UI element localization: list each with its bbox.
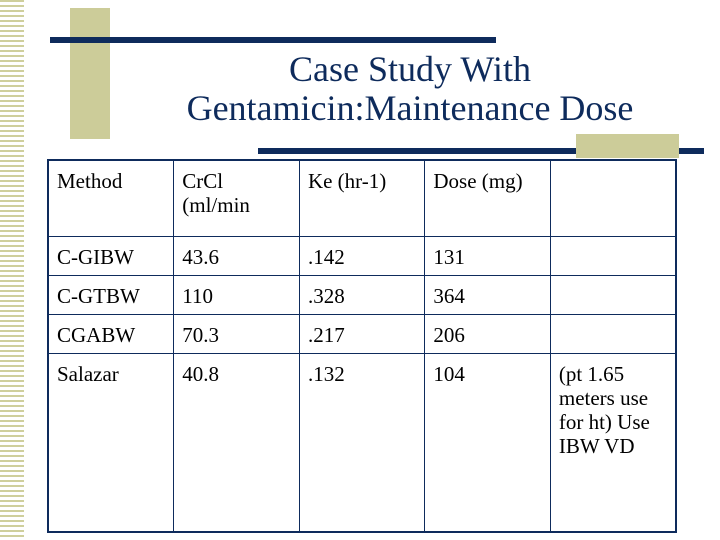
cell-ke: .142 — [298, 235, 426, 276]
cell-dose: 104 — [424, 352, 551, 533]
header-dose: Dose (mg) — [424, 159, 551, 237]
cell-ke: .132 — [298, 352, 426, 533]
khaki-block-top-left — [70, 8, 110, 139]
navy-rule-top — [50, 37, 496, 43]
cell-crcl: 70.3 — [173, 313, 300, 354]
slide-title-line-1: Case Study With — [289, 49, 531, 89]
cell-notes — [549, 235, 677, 276]
cell-ke: .328 — [298, 274, 426, 315]
cell-method: C-GIBW — [47, 235, 175, 276]
table-row: C-GIBW 43.6 .142 131 — [47, 235, 677, 276]
table-row: Salazar 40.8 .132 104 (pt 1.65 meters us… — [47, 352, 677, 533]
cell-crcl: 40.8 — [173, 352, 300, 533]
table-row: CGABW 70.3 .217 206 — [47, 313, 677, 354]
cell-method: Salazar — [47, 352, 175, 533]
table-row: C-GTBW 110 .328 364 — [47, 274, 677, 315]
cell-notes: (pt 1.65 meters use for ht) Use IBW VD — [549, 352, 677, 533]
header-method: Method — [47, 159, 175, 237]
cell-dose: 364 — [424, 274, 551, 315]
cell-notes — [549, 313, 677, 354]
cell-dose: 131 — [424, 235, 551, 276]
cell-method: C-GTBW — [47, 274, 175, 315]
slide-title-line-2: Gentamicin:Maintenance Dose — [186, 88, 634, 128]
khaki-block-right — [576, 134, 679, 158]
header-ke: Ke (hr-1) — [298, 159, 426, 237]
cell-crcl: 110 — [173, 274, 300, 315]
header-notes — [549, 159, 677, 237]
left-stripe-decoration — [0, 0, 24, 540]
dose-table: Method CrCl (ml/min Ke (hr-1) Dose (mg) … — [47, 159, 677, 533]
cell-ke: .217 — [298, 313, 426, 354]
table-header-row: Method CrCl (ml/min Ke (hr-1) Dose (mg) — [47, 159, 677, 237]
header-crcl: CrCl (ml/min — [173, 159, 300, 237]
slide-title: Case Study With Gentamicin:Maintenance D… — [110, 50, 710, 128]
navy-rule-middle — [258, 148, 704, 154]
cell-dose: 206 — [424, 313, 551, 354]
cell-notes — [549, 274, 677, 315]
cell-method: CGABW — [47, 313, 175, 354]
cell-crcl: 43.6 — [173, 235, 300, 276]
